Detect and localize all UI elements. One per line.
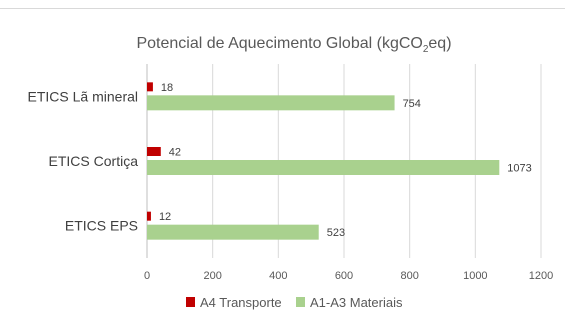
- x-tick-label: 200: [203, 270, 221, 282]
- legend-swatch: [186, 297, 195, 307]
- data-label: 754: [403, 98, 421, 110]
- legend-label: A1-A3 Materiais: [310, 295, 403, 310]
- labels: 0 200 400 600 800 1000 1200 ETICS Lã mineral 18 7…: [28, 82, 554, 282]
- data-label: 18: [161, 82, 173, 94]
- x-tick-label: 800: [400, 270, 418, 282]
- legend-label: A4 Transporte: [200, 295, 282, 310]
- bar-a1-a3-materiais: [147, 95, 395, 111]
- data-label: 1073: [507, 163, 531, 175]
- x-tick-label: 400: [269, 270, 287, 282]
- bar-a1-a3-materiais: [147, 160, 500, 175]
- x-tick-label: 0: [144, 270, 150, 282]
- x-tick-label: 1000: [463, 270, 487, 282]
- data-label: 12: [159, 211, 171, 223]
- category-label: ETICS EPS: [65, 218, 138, 234]
- bar-a4-transporte: [147, 211, 151, 221]
- legend-swatch: [296, 297, 305, 307]
- data-label: 42: [169, 147, 181, 159]
- category-label: ETICS Lã mineral: [28, 88, 138, 104]
- x-tick-label: 1200: [529, 270, 553, 282]
- category-label: ETICS Cortiça: [49, 153, 139, 169]
- bar-a4-transporte: [147, 147, 161, 156]
- x-tick-label: 600: [335, 270, 353, 282]
- bar-a1-a3-materiais: [147, 224, 319, 240]
- legend: A4 Transporte A1-A3 Materiais: [186, 295, 403, 310]
- chart-title: Potencial de Aquecimento Global (kgCO2eq…: [136, 35, 451, 55]
- bars: [147, 82, 500, 240]
- bar-a4-transporte: [147, 82, 153, 92]
- data-label: 523: [327, 227, 345, 239]
